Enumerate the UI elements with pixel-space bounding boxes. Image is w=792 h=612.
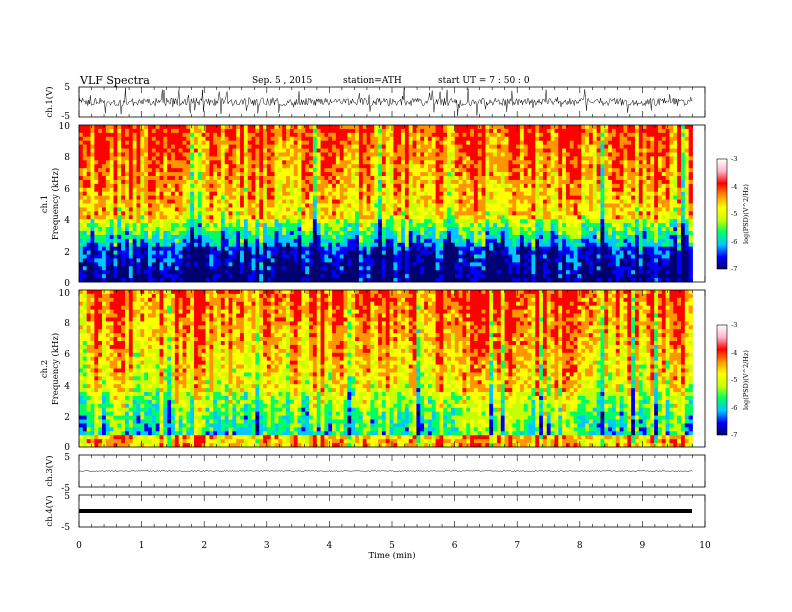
ch4-waveform-panel: 5 -5 ch.4(V) [44,492,706,533]
ch2-ytick-6: 6 [64,350,70,360]
ch2-colorbar-label: log(PSD)(V^2/Hz) [742,350,750,410]
ch2-colorbar-tick-m3: -3 [731,321,737,329]
ch1-spectrogram-image [79,125,705,283]
ch1-ytick-6: 6 [64,185,70,195]
ch2-colorbar: -3 -4 -5 -6 -7 log(PSD)(V^2/Hz) [716,321,750,439]
ch1-waveform-trace [78,87,693,116]
ch1-colorbar-tick-m6: -6 [731,238,737,246]
ch3-ytick-bottom: -5 [61,484,70,494]
x-axis-label: Time (min) [368,550,415,561]
ch3-waveform-trace [78,470,693,472]
ch2-colorbar-tick-m4: -4 [731,349,737,357]
ch1-ytick-0: 0 [64,279,70,289]
xtick-label: 9 [640,541,646,551]
header-station: station=ATH [343,76,402,86]
ch2-colorbar-tick-m6: -6 [731,404,737,412]
ch1-spectrogram-ylabel: Frequency (kHz) [50,168,61,240]
ch1-ytick-4: 4 [64,216,70,226]
ch1-colorbar-bar [716,158,728,270]
ch1-ytick-top: 5 [64,83,70,93]
xtick-label: 0 [76,541,82,551]
ch1-spectrogram-panel: 10 8 6 4 2 0 ch.1 Frequency (kHz) [40,122,706,289]
ch1-ytick-8: 8 [64,153,70,163]
ch1-colorbar-tick-m7: -7 [731,265,737,273]
xtick-label: 2 [201,541,207,551]
ch1-spectrogram-channel-label: ch.1 [40,195,50,213]
ch1-waveform-ylabel: ch.1(V) [44,86,55,117]
ch2-spectrogram-ylabel: Frequency (kHz) [50,333,61,405]
xtick-label: 8 [577,541,583,551]
ch1-colorbar-tick-m4: -4 [731,183,737,191]
time-axis-ticks [78,87,706,527]
header-start-time: start UT = 7 : 50 : 0 [438,76,530,86]
ch3-waveform-panel: 5 -5 ch.3(V) [44,453,706,494]
time-axis: 0 1 2 3 4 5 6 7 8 9 10 Time (min) [76,541,711,561]
ch4-ytick-bottom: -5 [61,523,70,533]
ch4-waveform-ylabel: ch.4(V) [44,495,55,526]
ch2-colorbar-tick-m5: -5 [731,376,737,384]
ch1-colorbar-tick-m3: -3 [731,155,737,163]
ch2-ytick-2: 2 [64,413,70,423]
ch1-ytick-2: 2 [64,248,70,258]
ch2-colorbar-tick-m7: -7 [731,431,737,439]
xtick-label: 3 [264,541,270,551]
ch2-ytick-0: 0 [64,443,70,453]
figure-title: VLF Spectra [79,74,150,87]
ch2-spectrogram-panel: 10 8 6 4 2 0 ch.2 Frequency (kHz) [40,289,706,453]
xtick-label: 7 [514,541,520,551]
ch1-colorbar-label: log(PSD)(V^2/Hz) [742,184,750,244]
xtick-label: 10 [699,541,711,551]
ch1-colorbar-tick-m5: -5 [731,210,737,218]
ch2-spectrogram-image [79,290,705,448]
xtick-label: 5 [389,541,395,551]
xtick-label: 1 [139,541,145,551]
ch1-waveform-panel: 5 -5 ch.1(V) [44,83,706,122]
header-date: Sep. 5 , 2015 [252,76,312,86]
ch2-spectrogram-channel-label: ch.2 [40,360,50,378]
ch1-ytick-10: 10 [59,122,71,132]
xtick-label: 6 [452,541,458,551]
ch2-ytick-8: 8 [64,319,70,329]
ch3-waveform-ylabel: ch.3(V) [44,455,55,486]
ch3-ytick-top: 5 [64,453,70,463]
ch4-ytick-top: 5 [64,492,70,502]
ch1-colorbar: -3 -4 -5 -6 -7 log(PSD)(V^2/Hz) [716,155,750,273]
ch2-colorbar-bar [716,324,728,436]
ch2-ytick-4: 4 [64,382,70,392]
ch1-ytick-bottom: -5 [61,112,70,122]
ch2-ytick-10: 10 [59,289,71,299]
xtick-label: 4 [327,541,333,551]
